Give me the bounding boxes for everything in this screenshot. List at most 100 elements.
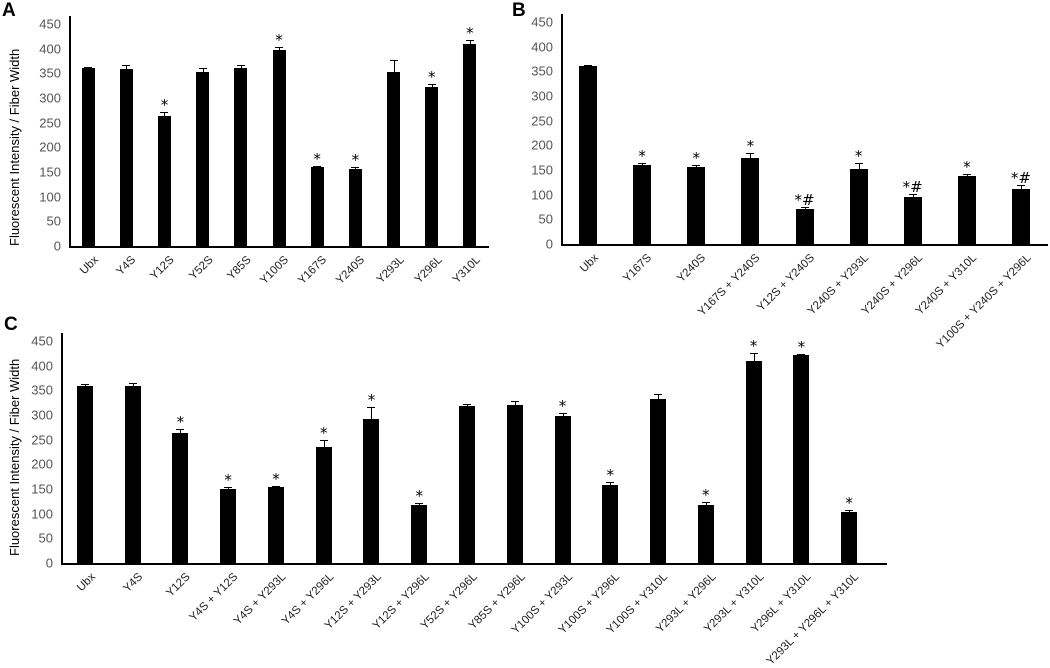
y-tick-label: 300 [31, 407, 53, 423]
x-tick-label: Y4S + Y12S [187, 571, 241, 624]
panel-b-letter: B [512, 0, 526, 21]
error-bar-cap [908, 193, 917, 195]
bar [76, 385, 93, 563]
y-tick-label: 250 [39, 115, 61, 131]
error-bar-cap [558, 412, 567, 414]
error-bar [132, 382, 134, 387]
significance-marker: * [606, 465, 615, 484]
error-bar [750, 153, 752, 158]
error-bar-cap [854, 163, 863, 165]
x-tick-label: Ubx [74, 571, 98, 594]
error-bar-cap [271, 485, 280, 487]
bar [172, 432, 189, 563]
error-bar-cap [463, 403, 471, 405]
significance-marker: * [854, 147, 863, 166]
y-tick-label: 100 [39, 189, 61, 205]
y-tick-label: 150 [531, 162, 553, 178]
error-bar-cap [749, 353, 758, 355]
bar [957, 176, 976, 244]
error-bar [966, 173, 968, 177]
significance-marker: * [638, 147, 646, 166]
bar [234, 68, 248, 246]
error-bar-cap [80, 384, 89, 386]
bar [315, 446, 332, 563]
panel-c-letter: C [4, 314, 18, 335]
error-bar [849, 509, 851, 513]
bar [633, 164, 652, 244]
error-bar [705, 502, 707, 505]
bar [650, 398, 667, 563]
error-bar-cap [638, 163, 647, 165]
error-bar [126, 65, 128, 70]
bar [506, 405, 523, 563]
bar [602, 485, 619, 563]
error-bar-cap [510, 400, 519, 402]
error-bar-cap [198, 68, 207, 70]
significance-marker: * [845, 493, 853, 512]
bar [387, 72, 401, 246]
x-tick-label: Y293L + Y296L + Y310L [764, 571, 862, 668]
bar [411, 504, 428, 563]
error-bar [371, 406, 373, 419]
significance-marker: * [275, 31, 283, 50]
panel-a-plot: 0 50 100 150 200 250 300 350 400 450 Ubx Y4S * Y12S Y5… [39, 16, 489, 287]
y-tick-label: 450 [39, 16, 61, 32]
bar [793, 355, 810, 563]
error-bar [279, 47, 280, 50]
y-tick-label: 100 [531, 187, 553, 203]
significance-marker: * [963, 157, 971, 176]
bar [267, 487, 284, 563]
error-bar-cap [606, 481, 615, 483]
bar [220, 489, 237, 563]
error-bar [858, 163, 860, 169]
y-tick-label: 250 [531, 113, 553, 129]
error-bar-cap [389, 60, 398, 61]
error-bar [469, 39, 471, 44]
error-bar [431, 84, 433, 87]
bar [196, 72, 210, 246]
bar [425, 86, 439, 246]
bar [697, 504, 714, 563]
significance-marker: * [272, 469, 280, 488]
significance-marker: * [466, 23, 474, 42]
error-bar [228, 486, 230, 489]
y-tick-label: 450 [531, 14, 553, 30]
error-bar-cap [746, 153, 755, 155]
y-tick-label: 50 [538, 211, 553, 227]
significance-marker: * [558, 396, 567, 415]
panel-c-y-axis-label: Fluorescent Intensity / Fiber Width [7, 358, 22, 556]
bar [795, 209, 814, 244]
bar [579, 66, 598, 244]
bar [272, 49, 286, 246]
y-tick-label: 350 [531, 63, 553, 79]
significance-marker: * [427, 68, 436, 87]
y-tick-label: 200 [39, 139, 61, 155]
y-tick-label: 400 [531, 39, 553, 55]
error-bar [202, 68, 204, 73]
error-bar [610, 481, 612, 486]
error-bar [514, 400, 516, 406]
significance-marker: * [367, 390, 376, 409]
bar [157, 115, 171, 246]
y-tick-label: 400 [31, 358, 53, 374]
y-tick-label: 150 [39, 164, 61, 180]
y-axis [561, 14, 563, 246]
error-bar-cap [84, 66, 93, 68]
y-axis [69, 16, 71, 248]
significance-marker: *# [1010, 169, 1031, 188]
error-bar-cap [692, 165, 701, 167]
x-tick-label: Y12S [164, 571, 194, 600]
error-bar-cap [176, 429, 185, 431]
error-bar-cap [427, 84, 436, 86]
x-tick-label: Y4S [121, 571, 145, 595]
error-bar-cap [701, 502, 710, 504]
y-axis [61, 333, 63, 565]
error-bar-cap [160, 111, 169, 113]
y-tick-label: 300 [531, 88, 553, 104]
y-tick-label: 150 [31, 481, 53, 497]
error-bar [912, 193, 914, 198]
error-bar-cap [584, 64, 593, 66]
bar [741, 157, 760, 244]
x-axis [69, 246, 489, 248]
